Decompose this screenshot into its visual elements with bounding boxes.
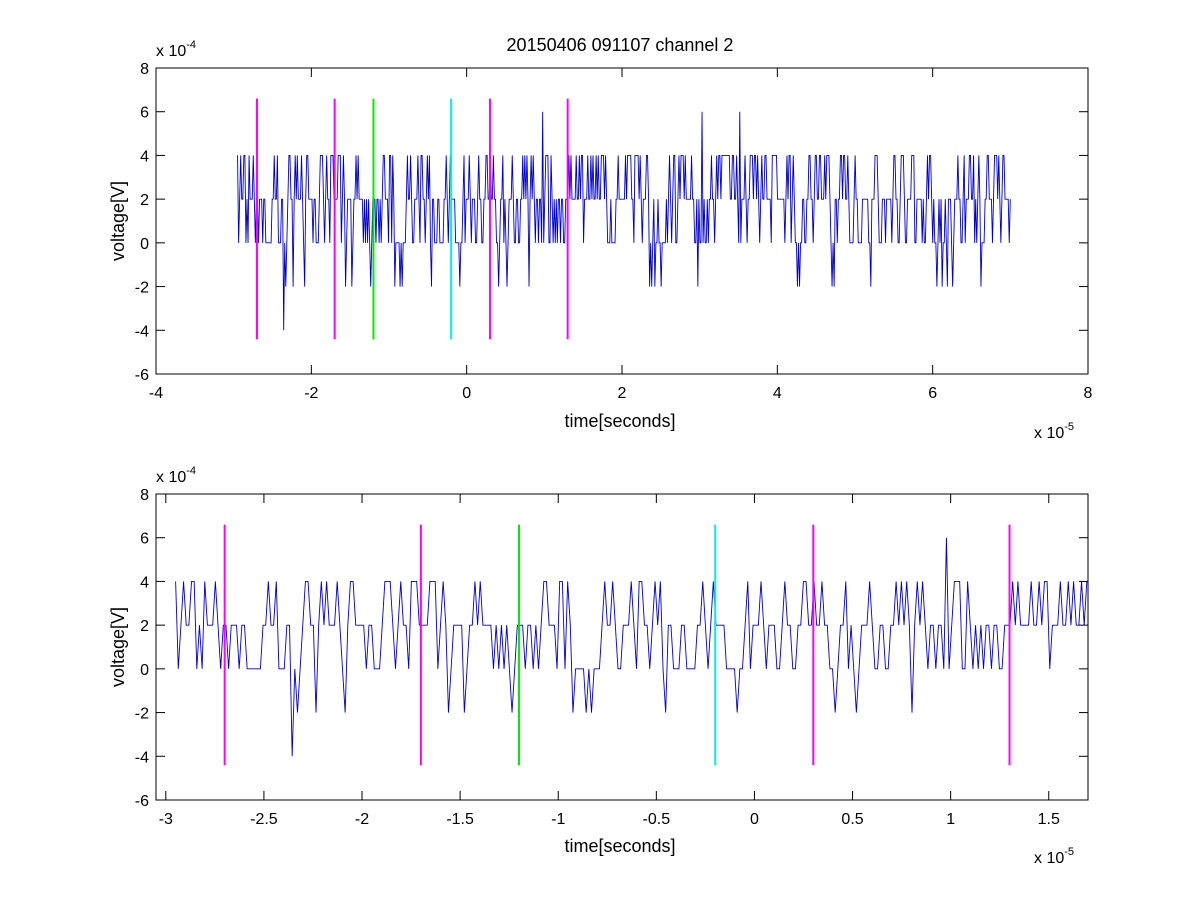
top-marker-layer — [255, 98, 569, 340]
top-x-multiplier-base: x 10 — [1034, 425, 1064, 442]
bottom-ytick-label: 0 — [140, 662, 149, 679]
top-xtick-label: 6 — [928, 385, 937, 402]
bottom-ytick-label: -2 — [135, 706, 149, 723]
bottom-xtick-label: -1.5 — [446, 811, 474, 828]
bottom-xtick-label: 1 — [946, 811, 955, 828]
bottom-xtick-label: -2.5 — [250, 811, 278, 828]
bottom-x-multiplier: x 10-5 — [1034, 846, 1074, 867]
top-xtick-label: -2 — [304, 385, 318, 402]
top-ytick-label: 4 — [140, 148, 149, 165]
bottom-marker-layer — [223, 524, 1011, 766]
bottom-xtick-label: 0 — [750, 811, 759, 828]
bottom-xtick-label: -0.5 — [643, 811, 671, 828]
top-ytick-label: 2 — [140, 192, 149, 209]
bottom-trace-layer — [175, 537, 1088, 757]
top-trace-layer — [237, 111, 1011, 331]
bottom-x-multiplier-exp: -5 — [1064, 846, 1074, 858]
top-xtick-label: 2 — [618, 385, 627, 402]
top-ylabel: voltage[V] — [108, 181, 128, 261]
top-ytick-label: -6 — [135, 367, 149, 384]
top-x-multiplier: x 10-5 — [1034, 421, 1074, 442]
top-y-multiplier-exp: -4 — [186, 39, 196, 51]
top-x-multiplier-exp: -5 — [1064, 421, 1074, 433]
bottom-y-multiplier-exp: -4 — [186, 465, 196, 477]
bottom-ylabel: voltage[V] — [108, 607, 128, 687]
top-ytick-label: 8 — [140, 61, 149, 78]
bottom-xtick-label: 0.5 — [841, 811, 863, 828]
bottom-plot-frame — [155, 493, 1089, 801]
top-xtick-label: -4 — [149, 385, 163, 402]
bottom-xtick-label: -1 — [551, 811, 565, 828]
bottom-xtick-label: -3 — [159, 811, 173, 828]
top-ytick-label: 0 — [140, 236, 149, 253]
top-xtick-label: 4 — [773, 385, 782, 402]
bottom-x-multiplier-base: x 10 — [1034, 850, 1064, 867]
bottom-y-multiplier-base: x 10 — [156, 469, 186, 486]
bottom-axes: -3 -2.5 -2 -1.5 -1 -0.5 0 0.5 1 1.5 -6 -4 -2 0 2 4 6 8 ti… — [108, 465, 1089, 867]
top-xtick-label: 8 — [1084, 385, 1093, 402]
bottom-tick-layer: -3 -2.5 -2 -1.5 -1 -0.5 0 0.5 1 1.5 -6 -4 -2 0 2 4 6 8 — [135, 487, 1088, 828]
bottom-ytick-label: -4 — [135, 749, 149, 766]
bottom-xtick-label: 1.5 — [1038, 811, 1060, 828]
bottom-ytick-label: 2 — [140, 618, 149, 635]
chart-title: 20150406 091107 channel 2 — [507, 35, 734, 55]
bottom-voltage-series — [175, 537, 1088, 757]
top-ytick-label: -4 — [135, 323, 149, 340]
top-ytick-label: 6 — [140, 105, 149, 122]
bottom-xlabel: time[seconds] — [564, 836, 675, 856]
top-xtick-label: 0 — [462, 385, 471, 402]
bottom-ytick-label: 8 — [140, 487, 149, 504]
bottom-ytick-label: 4 — [140, 574, 149, 591]
bottom-ytick-label: -6 — [135, 793, 149, 810]
top-voltage-series — [237, 111, 1011, 331]
top-xlabel: time[seconds] — [564, 411, 675, 431]
bottom-ytick-label: 6 — [140, 531, 149, 548]
bottom-xtick-label: -2 — [355, 811, 369, 828]
top-ytick-label: -2 — [135, 280, 149, 297]
top-y-multiplier: x 10-4 — [156, 39, 196, 60]
top-y-multiplier-base: x 10 — [156, 43, 186, 60]
bottom-y-multiplier: x 10-4 — [156, 465, 196, 486]
